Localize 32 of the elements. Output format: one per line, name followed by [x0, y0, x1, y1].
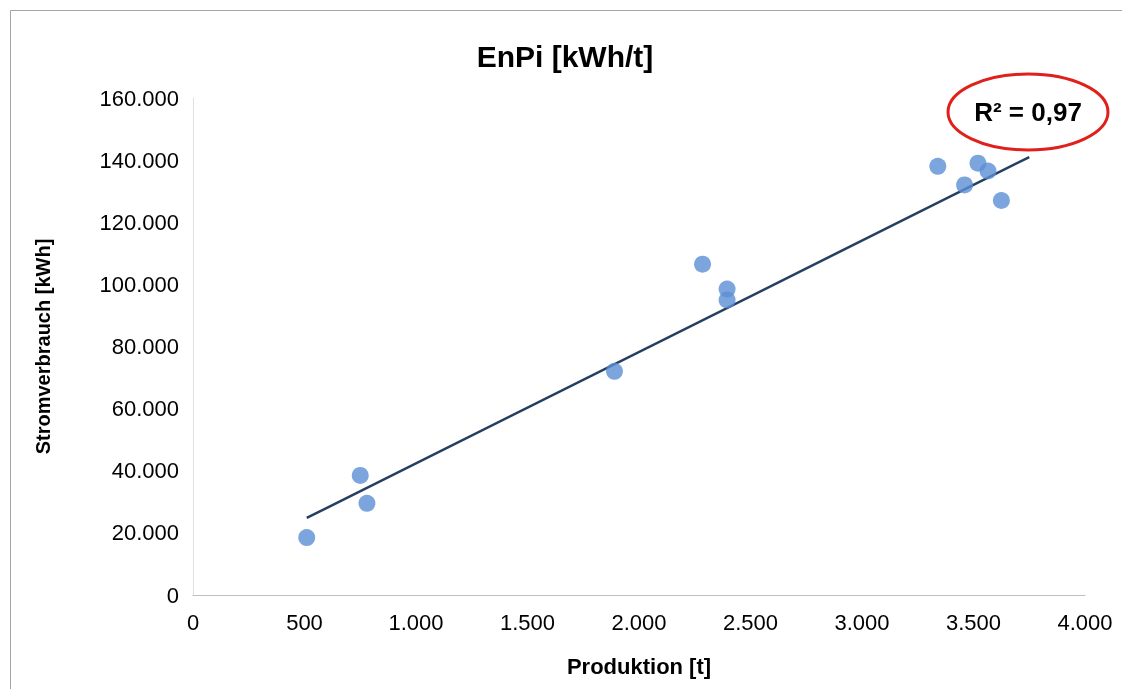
- point: [351, 466, 369, 484]
- y-tick-label: 20.000: [111, 520, 179, 546]
- y-tick-label: 140.000: [99, 147, 179, 173]
- y-axis-title: Stromverbrauch [kWh]: [32, 238, 54, 455]
- x-tick-label: 2.500: [722, 609, 779, 635]
- y-tick-label: 40.000: [111, 458, 179, 484]
- annotation: R² = 0,97: [974, 97, 1082, 127]
- x-tick-label: 0: [186, 609, 200, 635]
- x-tick-label: 1.500: [499, 609, 556, 635]
- y-tick-label: 80.000: [111, 334, 179, 359]
- point: [956, 176, 974, 194]
- point: [979, 162, 997, 180]
- y-tick-label: 60.000: [111, 396, 179, 422]
- x-tick-label: 1.000: [388, 609, 444, 635]
- x-axis-title: Produktion [t]: [566, 653, 712, 679]
- point: [298, 529, 316, 547]
- point: [694, 255, 712, 273]
- x-tick-label: 3.000: [834, 609, 890, 635]
- x-tick-label: 2.000: [611, 609, 667, 635]
- x-tick-label: 500: [286, 609, 323, 635]
- point: [718, 291, 736, 309]
- y-tick-label: 120.000: [99, 209, 179, 235]
- point: [992, 192, 1010, 209]
- point: [605, 362, 623, 380]
- x-tick-label: 4.000: [1057, 609, 1113, 635]
- y-tick-label: 160.000: [99, 85, 179, 111]
- y-tick-label: 0: [166, 582, 179, 608]
- chart-title: EnPi [kWh/t]: [476, 39, 654, 73]
- x-tick-label: 3.500: [945, 609, 1002, 635]
- y-tick-label: 100.000: [99, 271, 179, 297]
- point: [358, 494, 376, 512]
- point: [929, 157, 947, 175]
